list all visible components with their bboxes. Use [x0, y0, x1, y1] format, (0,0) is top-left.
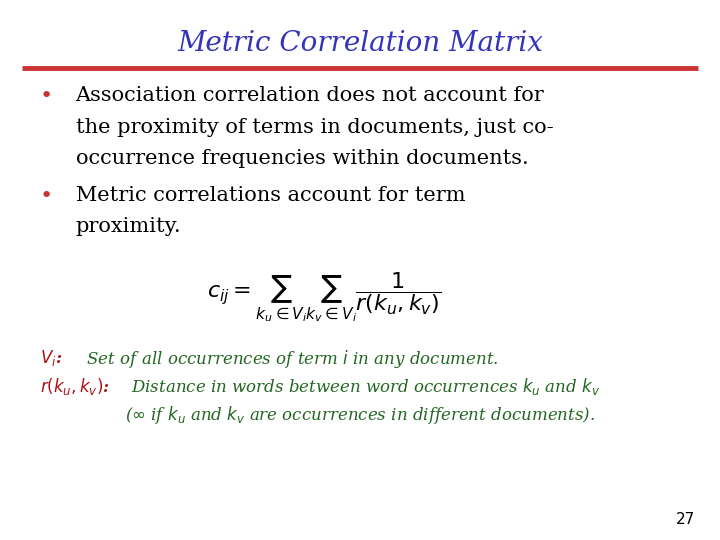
Text: Set of all occurrences of term $i$ in any document.: Set of all occurrences of term $i$ in an… — [76, 348, 498, 370]
Text: $r(k_u,k_v)$:: $r(k_u,k_v)$: — [40, 376, 109, 397]
Text: proximity.: proximity. — [76, 217, 181, 236]
Text: Association correlation does not account for: Association correlation does not account… — [76, 86, 544, 105]
Text: occurrence frequencies within documents.: occurrence frequencies within documents. — [76, 149, 528, 168]
Text: Metric correlations account for term: Metric correlations account for term — [76, 186, 465, 205]
Text: ($\infty$ if $k_u$ and $k_v$ are occurrences in different documents).: ($\infty$ if $k_u$ and $k_v$ are occurre… — [125, 404, 595, 427]
Text: 27: 27 — [675, 511, 695, 526]
Text: Metric Correlation Matrix: Metric Correlation Matrix — [177, 30, 543, 57]
Text: •: • — [40, 186, 53, 206]
Text: $V_i$:: $V_i$: — [40, 348, 62, 368]
Text: •: • — [40, 86, 53, 106]
Text: Distance in words between word occurrences $k_u$ and $k_v$: Distance in words between word occurrenc… — [126, 376, 600, 397]
Text: the proximity of terms in documents, just co-: the proximity of terms in documents, jus… — [76, 118, 553, 137]
Text: $c_{ij} = \sum_{k_u \in V_i}\sum_{k_v \in V_i} \dfrac{1}{r(k_u, k_v)}$: $c_{ij} = \sum_{k_u \in V_i}\sum_{k_v \i… — [207, 270, 441, 323]
